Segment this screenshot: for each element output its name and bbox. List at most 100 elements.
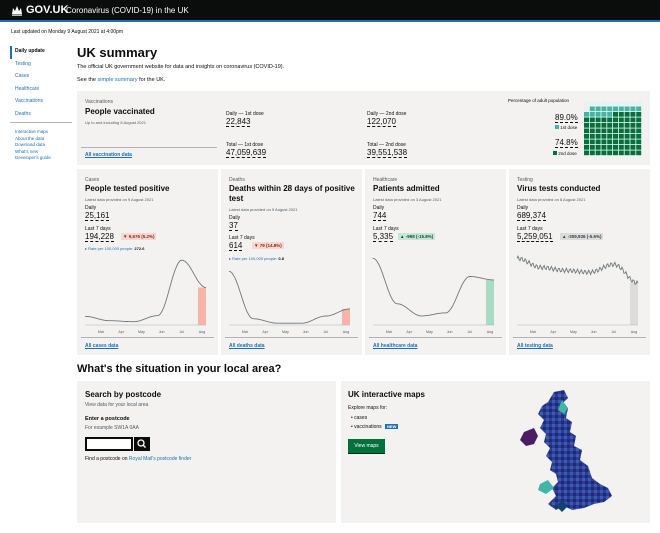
- all-cases-data-link[interactable]: All cases data: [85, 343, 119, 349]
- govuk-logo[interactable]: GOV.UK: [26, 4, 69, 16]
- search-icon: [137, 439, 146, 448]
- simple-summary-link[interactable]: simple summary: [97, 77, 138, 83]
- cases-change-badge: ▼ 9,676 (5.2%): [121, 233, 157, 240]
- all-deaths-data-link[interactable]: All deaths data: [229, 343, 265, 349]
- sidebar-link-about-data[interactable]: About the data: [15, 135, 45, 141]
- postcode-input[interactable]: [85, 437, 133, 451]
- waffle-cell: [630, 123, 636, 128]
- postcode-finder-line: Find a postcode on Royal Mail's postcode…: [85, 456, 191, 462]
- testing-caption: Testing: [517, 177, 533, 183]
- waffle-cell: [624, 112, 630, 117]
- uk-map-icon[interactable]: [516, 388, 631, 516]
- waffle-cell: [589, 150, 595, 156]
- new-tag: NEW: [385, 424, 399, 429]
- sidebar-item-cases[interactable]: Cases: [15, 73, 30, 79]
- month-tick-label: Jul: [323, 330, 328, 334]
- waffle-cell: [624, 128, 630, 134]
- testing-daily-label: Daily: [517, 205, 529, 211]
- testing-daily-value[interactable]: 689,374: [517, 211, 546, 221]
- all-vaccination-data-link[interactable]: All vaccination data: [85, 152, 132, 158]
- healthcare-week-label: Last 7 days: [373, 226, 399, 232]
- month-tick-label: May: [570, 330, 577, 334]
- daily-first-dose-value[interactable]: 22,843: [226, 117, 251, 127]
- waffle-cell: [584, 123, 589, 128]
- all-testing-data-link[interactable]: All testing data: [517, 343, 553, 349]
- postcode-search-button[interactable]: [134, 437, 150, 451]
- cases-rate[interactable]: ▸ Rate per 100,000 people: 272.6: [85, 246, 145, 251]
- deaths-rate-value: 0.8: [278, 256, 284, 261]
- deaths-rate[interactable]: ▸ Rate per 100,000 people: 0.8: [229, 256, 284, 261]
- sidebar-item-daily-update[interactable]: Daily update: [10, 46, 72, 59]
- view-maps-button[interactable]: View maps: [348, 439, 385, 453]
- testing-card: Testing Virus tests conducted Latest dat…: [509, 169, 650, 355]
- waffle-cell: [613, 117, 618, 123]
- sidebar-item-testing[interactable]: Testing: [15, 60, 31, 67]
- healthcare-daily-value[interactable]: 744: [373, 211, 387, 221]
- waffle-cell: [595, 134, 601, 139]
- testing-change-badge: ▲ -309,936 (-5.6%): [560, 233, 604, 240]
- waffle-cell: [618, 112, 624, 117]
- month-tick-label: Jul: [467, 330, 472, 334]
- sidebar-link-download-data[interactable]: Download data: [15, 142, 46, 147]
- healthcare-week-value[interactable]: 5,335: [373, 232, 394, 242]
- waffle-cell: [601, 101, 607, 106]
- cases-week-value[interactable]: 194,228: [85, 232, 114, 242]
- sidebar-nav: Daily update Testing Cases Healthcare Va…: [10, 46, 72, 162]
- total-first-dose-value[interactable]: 47,059,639: [226, 148, 267, 158]
- interactive-maps-subtitle: Explore maps for:: [348, 405, 388, 411]
- waffle-cell: [584, 128, 589, 134]
- first-dose-percentage[interactable]: 89.0%: [555, 113, 578, 123]
- testing-separator: [513, 337, 646, 338]
- maps-item-cases: • cases: [351, 415, 368, 421]
- percentage-title: Percentage of adult population: [508, 98, 570, 103]
- royal-mail-postcode-finder-link[interactable]: Royal Mail's postcode finder: [128, 456, 192, 462]
- daily-first-dose-label: Daily — 1st dose: [226, 111, 264, 117]
- first-dose-legend-label: 1st dose: [560, 125, 578, 130]
- month-tick-label: Apr: [262, 330, 268, 334]
- waffle-cell: [613, 128, 618, 134]
- sidebar-link-interactive-maps[interactable]: Interactive maps: [15, 129, 49, 134]
- sidebar-item-healthcare[interactable]: Healthcare: [15, 85, 40, 92]
- month-tick-label: May: [426, 330, 433, 334]
- postcode-search-card: Search by postcode View data for your lo…: [77, 381, 336, 523]
- vaccinations-separator: [81, 147, 217, 148]
- waffle-cell: [607, 150, 613, 156]
- month-tick-label: Apr: [406, 330, 412, 334]
- cases-daily-value[interactable]: 25,161: [85, 211, 110, 221]
- month-tick-label: Mar: [98, 330, 105, 334]
- waffle-cell: [601, 150, 607, 156]
- waffle-cell: [630, 101, 636, 106]
- sidebar-item-vaccinations[interactable]: Vaccinations: [15, 98, 43, 104]
- waffle-cell: [589, 145, 595, 150]
- testing-week-value[interactable]: 5,259,051: [517, 232, 553, 242]
- waffle-cell: [613, 134, 618, 139]
- postcode-label: Enter a postcode: [85, 416, 130, 422]
- service-name[interactable]: Coronavirus (COVID-19) in the UK: [66, 6, 189, 15]
- month-tick-label: Mar: [242, 330, 249, 334]
- waffle-cell: [613, 106, 618, 112]
- deaths-change-badge: ▼ 79 (14.8%): [252, 242, 284, 249]
- daily-second-dose-value[interactable]: 122,070: [367, 117, 396, 127]
- month-tick-label: Jun: [447, 330, 453, 334]
- healthcare-card: Healthcare Patients admitted Latest data…: [365, 169, 506, 355]
- testing-title: Virus tests conducted: [517, 184, 601, 193]
- deaths-chart: Mar Apr May Jun Jul Aug: [228, 270, 350, 334]
- postcode-hint: For example SW1A 0AA: [85, 425, 139, 431]
- waffle-cell: [618, 139, 624, 145]
- deaths-week-value[interactable]: 614: [229, 241, 243, 251]
- waffle-cell: [613, 139, 618, 145]
- waffle-cell: [595, 117, 601, 123]
- sidebar-link-developers-guide[interactable]: Developer's guide: [15, 155, 51, 160]
- sidebar-link-whats-new[interactable]: What's new: [15, 148, 39, 154]
- waffle-cell: [618, 101, 624, 106]
- waffle-cell: [595, 128, 601, 134]
- second-dose-percentage[interactable]: 74.8%: [555, 138, 578, 148]
- total-second-dose-value[interactable]: 39,551,538: [367, 148, 408, 158]
- waffle-cell: [607, 106, 613, 112]
- waffle-svg: [584, 101, 642, 156]
- waffle-cell: [636, 134, 642, 139]
- waffle-cell: [589, 134, 595, 139]
- all-healthcare-data-link[interactable]: All healthcare data: [373, 343, 418, 349]
- deaths-daily-value[interactable]: 37: [229, 221, 238, 231]
- sidebar-item-deaths[interactable]: Deaths: [15, 110, 31, 117]
